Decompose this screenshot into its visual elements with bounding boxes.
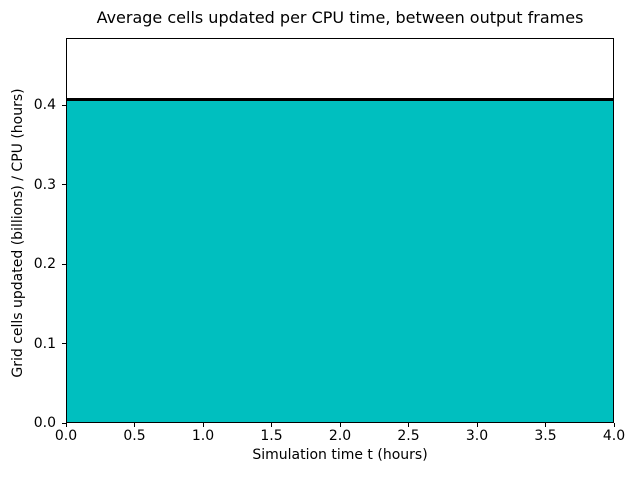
x-tick-mark [65,423,67,427]
y-tick-mark [62,343,66,345]
x-tick-mark [408,423,409,427]
y-axis-label-text: Grid cells updated (billions) / CPU (hou… [10,88,26,378]
x-tick-label: 3.5 [534,428,557,444]
plot-area [66,38,614,423]
x-tick-mark [339,423,341,427]
x-tick-label: 3.0 [465,428,489,444]
x-tick-label: 0.0 [54,428,78,444]
x-tick-mark [545,423,546,427]
y-tick-label: 0.2 [33,256,56,273]
x-tick-mark [134,423,135,427]
chart-title: Average cells updated per CPU time, betw… [96,8,584,27]
y-tick-label: 0.1 [33,335,56,352]
x-axis-label: Simulation time t (hours) [252,447,428,463]
x-tick-mark [613,423,615,427]
y-tick-mark [62,263,66,265]
x-tick-label: 1.5 [260,428,283,444]
series-line [67,98,613,102]
x-tick-label: 2.0 [328,428,352,444]
area-fill [67,99,613,422]
x-tick-mark [476,423,478,427]
x-tick-mark [271,423,272,427]
x-tick-label: 1.0 [191,428,215,444]
x-tick-mark [202,423,204,427]
y-tick-label: 0.3 [33,176,56,193]
x-tick-label: 2.5 [397,428,420,444]
y-tick-mark [62,422,66,424]
y-tick-label: 0.0 [33,415,56,431]
x-tick-label: 4.0 [602,428,626,444]
x-tick-label: 0.5 [123,428,146,444]
y-tick-label: 0.4 [33,97,56,114]
y-tick-mark [62,184,66,186]
y-tick-mark [62,104,66,106]
